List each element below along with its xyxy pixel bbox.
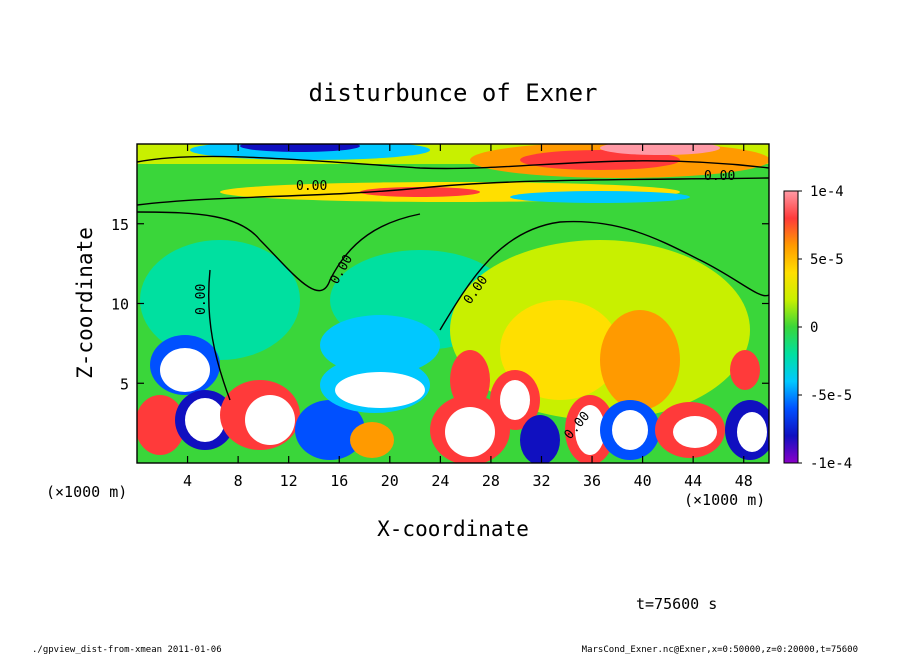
- x-tick-label: 8: [234, 472, 243, 490]
- x-tick-label: 24: [431, 472, 449, 490]
- x-tick-label: 40: [634, 472, 652, 490]
- colorbar: [783, 190, 799, 464]
- y-axis: 5 10 15: [111, 216, 769, 393]
- x-unit-label-right: (×1000 m): [684, 491, 765, 509]
- footer-right: MarsCond_Exner.nc@Exner,x=0:50000,z=0:20…: [582, 645, 858, 654]
- colorbar-tick-label: -5e-5: [810, 388, 852, 404]
- zero-contours: [137, 155, 769, 401]
- footer-left: ./gpview_dist-from-xmean 2011-01-06: [32, 645, 222, 654]
- chart-title: disturbunce of Exner: [309, 79, 598, 107]
- x-tick-label: 48: [735, 472, 753, 490]
- y-tick-label: 5: [120, 375, 129, 393]
- x-unit-label-left: (×1000 m): [46, 483, 127, 501]
- x-tick-label: 36: [583, 472, 601, 490]
- x-tick-label: 16: [330, 472, 348, 490]
- y-tick-label: 10: [111, 296, 129, 314]
- contour-label: 0.00: [296, 179, 327, 194]
- contour-label: 0.00: [704, 169, 735, 184]
- x-tick-label: 28: [482, 472, 500, 490]
- x-axis-title: X-coordinate: [377, 517, 529, 541]
- x-tick-label: 20: [381, 472, 399, 490]
- colorbar-tick-label: 5e-5: [810, 252, 844, 268]
- time-label: t=75600 s: [636, 595, 717, 613]
- colorbar-ticks: 1e-4 5e-5 0 -5e-5 -1e-4: [798, 184, 852, 472]
- x-tick-label: 4: [183, 472, 192, 490]
- x-tick-label: 12: [280, 472, 298, 490]
- colorbar-tick-label: 0: [810, 320, 818, 336]
- x-tick-label: 44: [684, 472, 702, 490]
- y-tick-label: 15: [111, 216, 129, 234]
- x-axis: 4 8 12 16 20 24 28 32 36 40 44 48: [183, 144, 753, 490]
- y-axis-title: Z-coordinate: [73, 227, 97, 379]
- contour-label: 0.00: [194, 284, 209, 315]
- heatmap-field: [137, 144, 769, 463]
- colorbar-tick-label: -1e-4: [810, 456, 852, 472]
- x-tick-label: 32: [532, 472, 550, 490]
- colorbar-tick-label: 1e-4: [810, 184, 844, 200]
